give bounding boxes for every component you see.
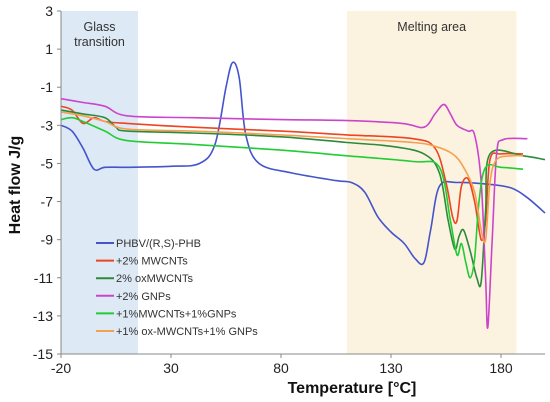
y-tick-label: -7 xyxy=(41,194,54,210)
x-tick-label: -20 xyxy=(51,360,71,376)
legend-label-4: +1%MWCNTs+1%GNPs xyxy=(116,308,237,320)
x-tick-label: 180 xyxy=(489,360,513,376)
y-tick-label: 3 xyxy=(45,3,53,19)
region-label-0-1: transition xyxy=(74,35,125,49)
series-line-0 xyxy=(60,61,546,266)
region-band-1 xyxy=(347,11,517,354)
series-line-3 xyxy=(60,97,528,329)
legend: PHBV/(R,S)-PHB +2% MWCNTs 2% oxMWCNTs +2% G… xyxy=(96,238,258,338)
series-line-5 xyxy=(60,111,524,244)
x-tick-label: 130 xyxy=(379,360,403,376)
region-label-0-0: Glass xyxy=(84,20,116,34)
y-tick-label: -3 xyxy=(41,117,54,133)
x-tick-label: 80 xyxy=(273,360,289,376)
legend-label-2: 2% oxMWCNTs xyxy=(116,273,194,285)
y-tick-label: -9 xyxy=(41,232,54,248)
axes: 3 1 -1 -3 -5 -7 -9 -11 -13 -15-20 30 80 130 180 xyxy=(33,3,545,376)
legend-label-1: +2% MWCNTs xyxy=(116,256,188,268)
region-band-0 xyxy=(61,11,138,354)
legend-label-3: +2% GNPs xyxy=(116,291,171,303)
legend-label-5: +1% ox-MWCNTs+1% GNPs xyxy=(116,326,258,338)
y-tick-label: -11 xyxy=(34,270,53,286)
y-axis-title: Heat flow J/g xyxy=(7,136,24,235)
y-tick-label: 1 xyxy=(45,41,53,57)
x-axis-title: Temperature [°C] xyxy=(288,380,417,397)
y-tick-label: -13 xyxy=(33,308,53,324)
x-tick-label: 30 xyxy=(163,360,179,376)
legend-label-0: PHBV/(R,S)-PHB xyxy=(116,238,201,250)
y-tick-label: -1 xyxy=(41,79,54,95)
series-line-2 xyxy=(60,109,546,288)
region-label-1-0: Melting area xyxy=(397,20,466,34)
series-lines xyxy=(60,61,546,329)
y-tick-label: -15 xyxy=(33,346,53,362)
y-tick-label: -5 xyxy=(41,155,54,171)
